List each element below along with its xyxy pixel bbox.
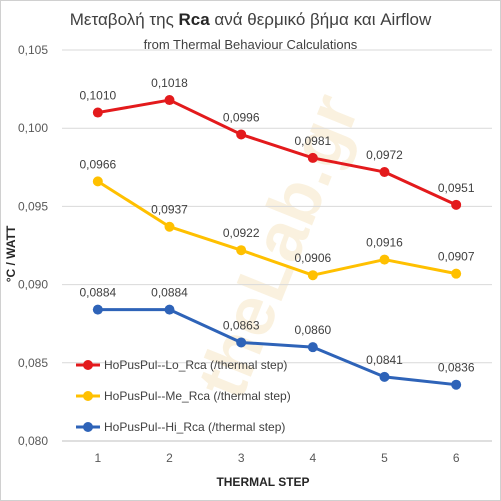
data-label: 0,0996 xyxy=(223,110,260,124)
legend-marker xyxy=(83,422,93,432)
x-tick-label: 4 xyxy=(309,451,316,465)
data-point xyxy=(164,304,175,315)
data-label: 0,0863 xyxy=(223,318,260,332)
y-tick-label: 0,090 xyxy=(18,278,48,292)
data-point xyxy=(164,221,175,232)
data-point xyxy=(451,379,462,390)
data-point xyxy=(92,304,103,315)
data-label: 0,1010 xyxy=(79,89,116,103)
data-label: 0,0916 xyxy=(366,236,403,250)
y-tick-label: 0,080 xyxy=(18,434,48,448)
x-tick-label: 3 xyxy=(238,451,245,465)
y-tick-label: 0,100 xyxy=(18,121,48,135)
legend-marker xyxy=(83,360,93,370)
data-label: 0,0951 xyxy=(438,181,475,195)
legend-label: HoPusPul--Hi_Rca (/thermal step) xyxy=(104,420,285,434)
data-point xyxy=(307,152,318,163)
data-label: 0,0841 xyxy=(366,353,403,367)
data-point xyxy=(236,245,247,256)
data-point xyxy=(451,268,462,279)
data-point xyxy=(451,199,462,210)
x-tick-label: 6 xyxy=(453,451,460,465)
data-point xyxy=(236,129,247,140)
y-tick-label: 0,105 xyxy=(18,43,48,57)
data-point xyxy=(307,270,318,281)
x-axis-title: THERMAL STEP xyxy=(216,475,309,489)
data-label: 0,0907 xyxy=(438,250,475,264)
x-tick-label: 1 xyxy=(94,451,101,465)
data-label: 0,0884 xyxy=(151,286,188,300)
data-point xyxy=(307,342,318,353)
data-label: 0,0972 xyxy=(366,148,403,162)
series-line xyxy=(97,180,457,277)
data-label: 0,0884 xyxy=(79,286,116,300)
series-line xyxy=(97,308,457,387)
legend-label: HoPusPul--Me_Rca (/thermal step) xyxy=(104,389,291,403)
data-label: 0,0906 xyxy=(294,251,331,265)
data-label: 0,0937 xyxy=(151,203,188,217)
data-label: 0,0860 xyxy=(294,323,331,337)
x-tick-label: 5 xyxy=(381,451,388,465)
data-label: 0,0836 xyxy=(438,361,475,375)
data-point xyxy=(92,107,103,118)
legend-label: HoPusPul--Lo_Rca (/thermal step) xyxy=(104,358,287,372)
data-label: 0,1018 xyxy=(151,76,188,90)
y-tick-label: 0,095 xyxy=(18,199,48,213)
legend-marker xyxy=(83,391,93,401)
series-line xyxy=(97,98,457,207)
data-point xyxy=(379,166,390,177)
y-axis-title: °C / WATT xyxy=(4,225,18,282)
data-label: 0,0981 xyxy=(294,134,331,148)
y-tick-label: 0,085 xyxy=(18,356,48,370)
data-point xyxy=(236,337,247,348)
data-label: 0,0922 xyxy=(223,226,260,240)
data-point xyxy=(379,371,390,382)
x-tick-label: 2 xyxy=(166,451,173,465)
chart-title: Μεταβολή της Rca ανά θερμικό βήμα και Ai… xyxy=(69,10,432,29)
chart-title-bold: Rca xyxy=(178,10,210,29)
data-point xyxy=(379,254,390,265)
data-point xyxy=(164,95,175,106)
data-point xyxy=(92,176,103,187)
chart-subtitle: from Thermal Behaviour Calculations xyxy=(143,37,358,52)
data-label: 0,0966 xyxy=(79,157,116,171)
